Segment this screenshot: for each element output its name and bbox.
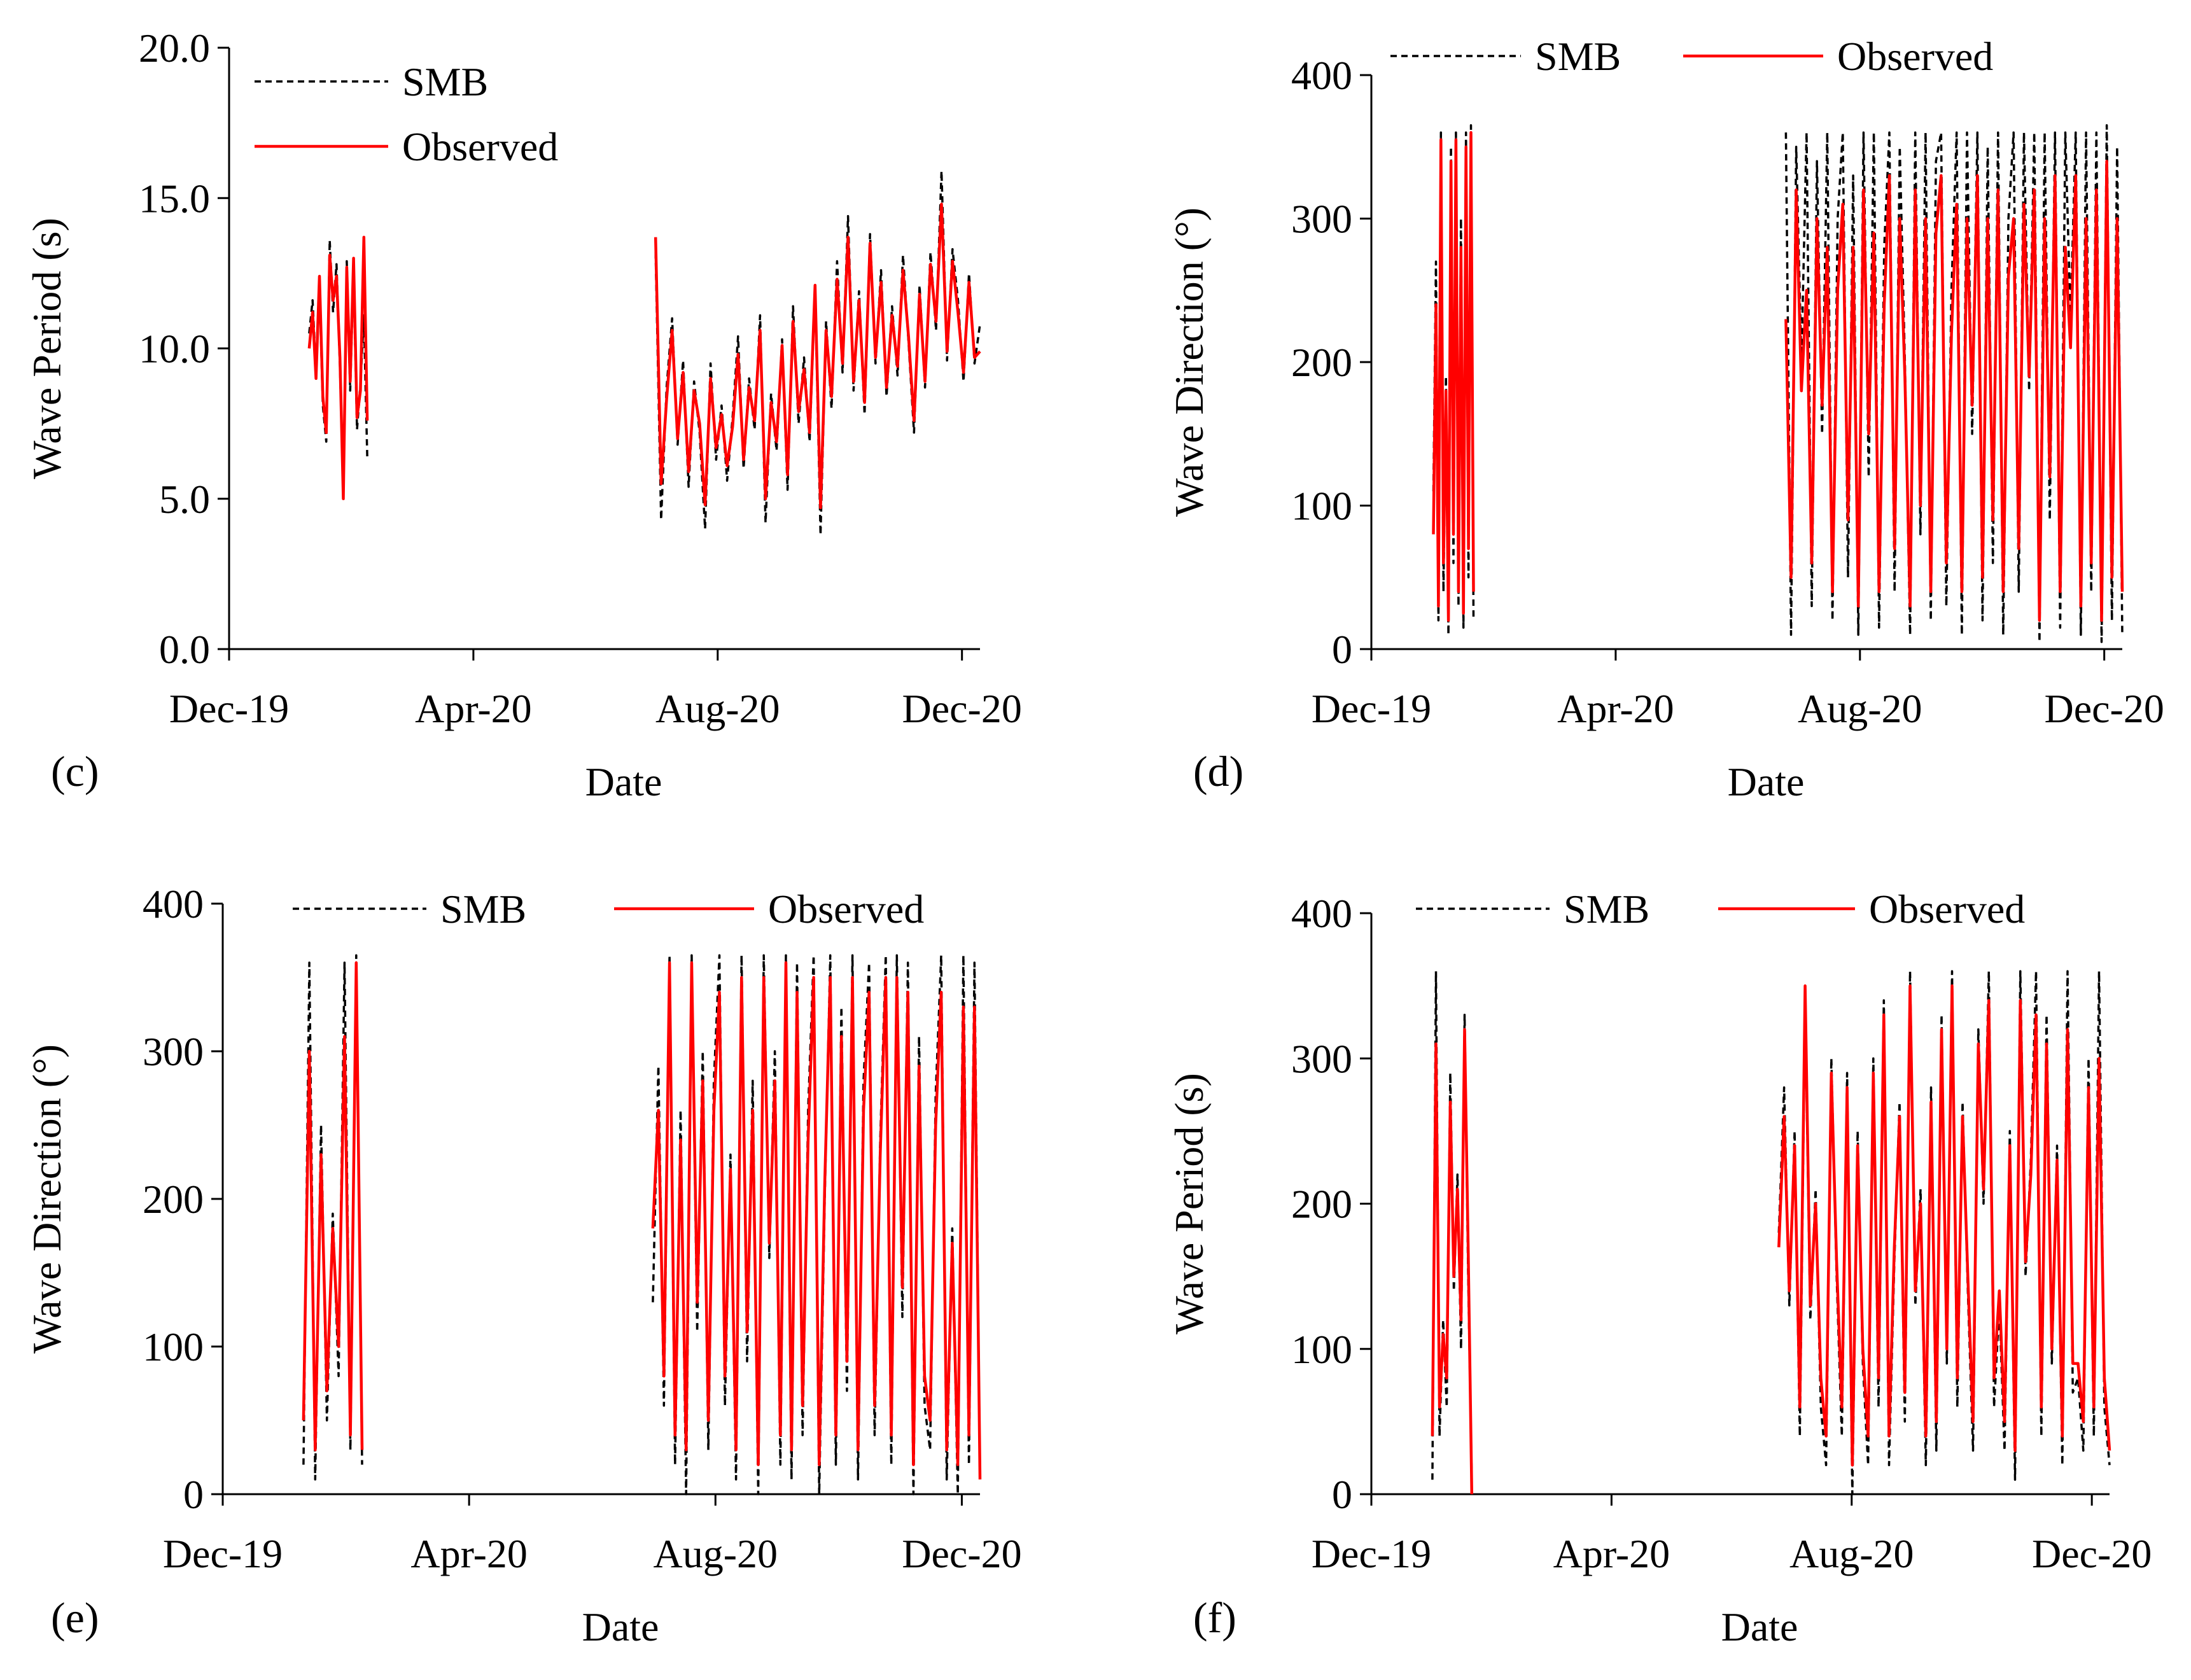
chart-panel-4: 0 100 200 300 400 Dec-19 Apr-20 Aug-20 Dec-20 Dat… [1166, 886, 2152, 1649]
panel-label: (d) [1193, 747, 1243, 795]
y-tick-label: 100 [1291, 484, 1352, 529]
legend: SMB Observed [1416, 886, 2025, 932]
y-tick-label: 0 [183, 1472, 204, 1517]
series-line-observed [302, 961, 364, 1452]
series-line-smb [1784, 124, 2124, 643]
panel-label: (f) [1193, 1593, 1236, 1642]
series-line-observed [307, 235, 369, 501]
x-tick-label: Apr-20 [1553, 1531, 1670, 1576]
y-tick-label: 400 [1291, 891, 1352, 936]
y-tick-label: 10.0 [139, 326, 210, 372]
y-tick-label: 300 [1291, 1036, 1352, 1081]
y-axis-title: Wave Period (s) [1166, 1073, 1212, 1334]
x-axis-title: Date [585, 759, 662, 804]
series-line-observed [1784, 160, 2124, 622]
legend-label-smb: SMB [440, 886, 526, 932]
y-axis-title: Wave Period (s) [24, 218, 69, 479]
legend-label-observed: Observed [768, 886, 924, 932]
y-axis-title: Wave Direction (°) [24, 1044, 69, 1354]
legend-label-observed: Observed [402, 124, 558, 169]
y-tick-label: 300 [143, 1029, 204, 1074]
legend: SMB Observed [255, 59, 558, 169]
panel-label: (c) [51, 747, 99, 795]
x-tick-label: Dec-19 [163, 1531, 283, 1576]
x-tick-label: Aug-20 [654, 1531, 778, 1576]
y-tick-label: 0 [1332, 1472, 1352, 1517]
series-observed [1431, 984, 2111, 1495]
x-tick-label: Dec-20 [902, 686, 1022, 731]
y-tick-label: 15.0 [139, 176, 210, 221]
y-tick-label: 200 [143, 1177, 204, 1222]
series-smb [308, 169, 981, 536]
y-tick-label: 200 [1291, 340, 1352, 385]
y-tick-label: 0.0 [159, 627, 210, 672]
series-line-observed [651, 961, 982, 1480]
chart-panel-1: 0.0 5.0 10.0 15.0 20.0 Dec-19 Apr-20 Aug-20 Dec-… [24, 25, 1022, 804]
series-line-observed [1432, 130, 1475, 622]
series-line-observed [1431, 1028, 1474, 1495]
x-tick-label: Dec-20 [2045, 686, 2164, 731]
series-line-observed [1777, 984, 2111, 1467]
y-tick-label: 100 [143, 1324, 204, 1369]
y-tick-label: 100 [1291, 1327, 1352, 1372]
x-axis-title: Date [1721, 1604, 1798, 1649]
series-observed [1432, 130, 2124, 622]
chart-panel-3: 0 100 200 300 400 Dec-19 Apr-20 Aug-20 Dec-20 Dat… [24, 881, 1022, 1649]
x-tick-label: Apr-20 [1557, 686, 1674, 731]
y-tick-label: 0 [1332, 627, 1352, 672]
legend-label-smb: SMB [1564, 886, 1649, 932]
y-tick-label: 20.0 [139, 25, 210, 71]
series-smb [1432, 124, 2124, 643]
x-tick-label: Dec-19 [1312, 686, 1431, 731]
panel-label: (e) [51, 1593, 99, 1642]
chart-panel-2: 0 100 200 300 400 Dec-19 Apr-20 Aug-20 Dec-20 Dat… [1166, 34, 2164, 804]
x-tick-label: Aug-20 [655, 686, 780, 731]
series-observed [302, 961, 982, 1480]
legend: SMB Observed [293, 886, 924, 932]
y-tick-label: 300 [1291, 197, 1352, 242]
x-tick-label: Dec-20 [2032, 1531, 2152, 1576]
x-tick-label: Apr-20 [415, 686, 532, 731]
series-line-observed [654, 202, 981, 510]
series-line-smb [308, 239, 368, 497]
legend-label-observed: Observed [1869, 886, 2025, 932]
y-tick-label: 400 [143, 881, 204, 927]
y-tick-label: 5.0 [159, 477, 210, 522]
x-tick-label: Aug-20 [1798, 686, 1922, 731]
x-tick-label: Dec-20 [902, 1531, 1021, 1576]
legend-label-smb: SMB [1535, 34, 1621, 79]
x-axis-title: Date [582, 1604, 659, 1649]
legend: SMB Observed [1390, 34, 1993, 79]
x-tick-label: Apr-20 [410, 1531, 528, 1576]
y-tick-label: 200 [1291, 1182, 1352, 1227]
y-axis-title: Wave Direction (°) [1166, 207, 1212, 517]
x-axis-title: Date [1728, 759, 1805, 804]
series-observed [307, 202, 981, 510]
legend-label-smb: SMB [402, 59, 488, 104]
x-tick-label: Aug-20 [1789, 1531, 1914, 1576]
x-tick-label: Dec-19 [1312, 1531, 1431, 1576]
x-tick-label: Dec-19 [169, 686, 289, 731]
y-tick-label: 400 [1291, 53, 1352, 98]
legend-label-observed: Observed [1837, 34, 1993, 79]
